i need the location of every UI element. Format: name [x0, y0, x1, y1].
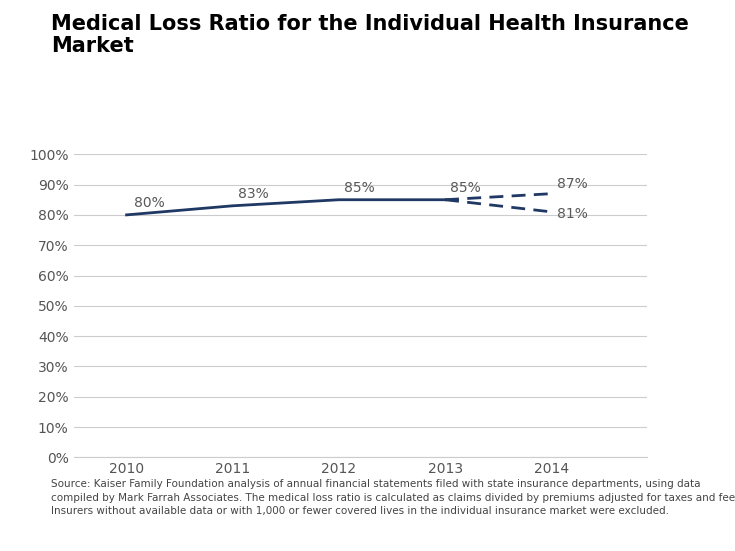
Text: 81%: 81%	[556, 207, 587, 221]
Text: THE HENRY J.: THE HENRY J.	[650, 490, 692, 495]
Text: Source: Kaiser Family Foundation analysis of annual financial statements filed w: Source: Kaiser Family Foundation analysi…	[51, 479, 735, 516]
Text: KAISER: KAISER	[648, 503, 693, 512]
Text: 87%: 87%	[556, 177, 587, 191]
Text: 80%: 80%	[134, 196, 165, 210]
Text: 85%: 85%	[344, 181, 375, 195]
Text: Medical Loss Ratio for the Individual Health Insurance: Medical Loss Ratio for the Individual He…	[51, 14, 689, 34]
Text: FOUNDATION: FOUNDATION	[650, 532, 692, 537]
Text: FAMILY: FAMILY	[649, 518, 692, 528]
Text: 83%: 83%	[238, 187, 269, 201]
Text: 85%: 85%	[451, 181, 481, 195]
Text: Market: Market	[51, 36, 135, 56]
